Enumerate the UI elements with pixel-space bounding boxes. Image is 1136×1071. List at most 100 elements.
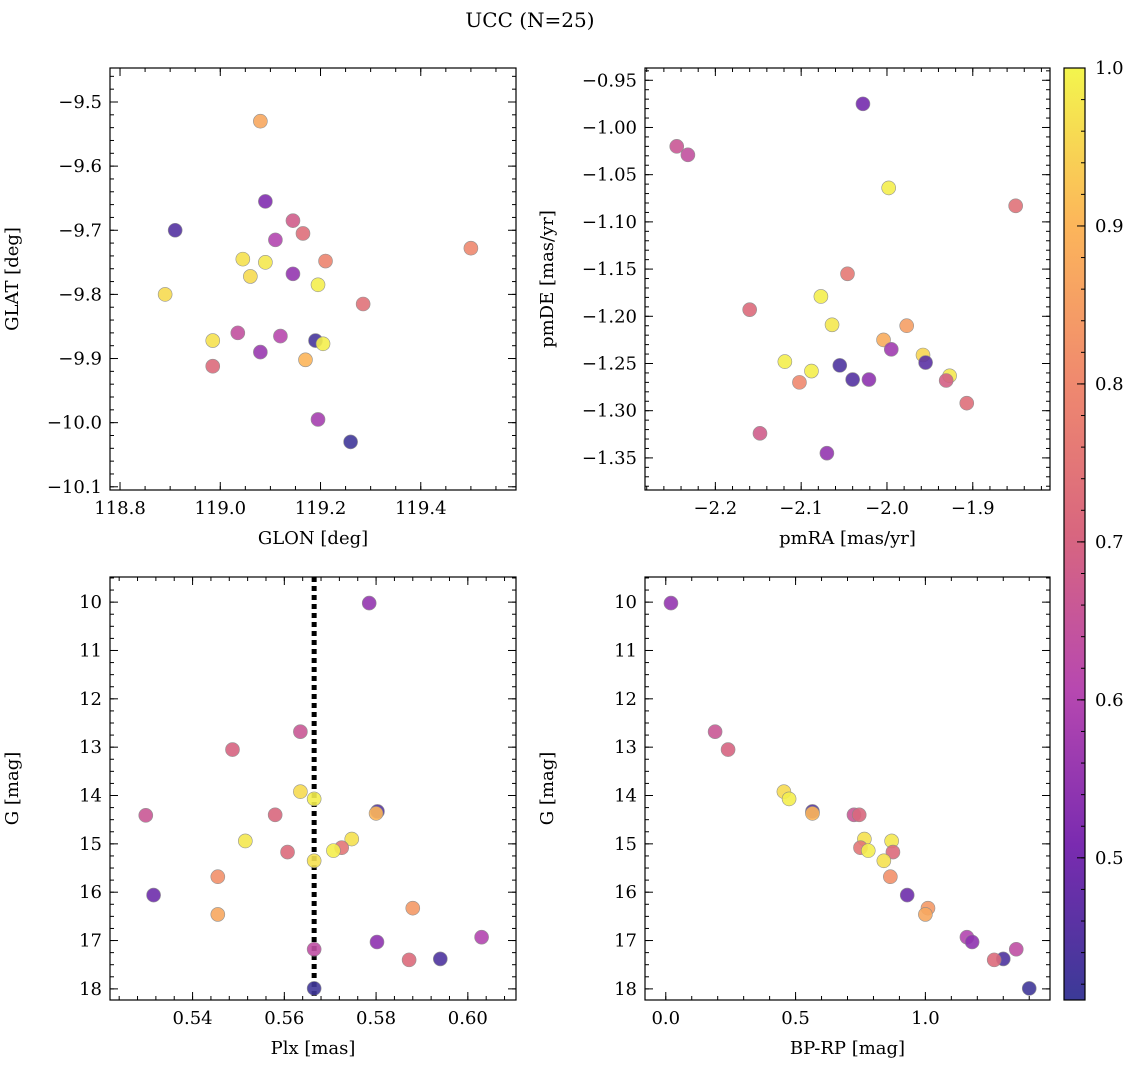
x-tick-label: −2.2 [694,498,738,519]
y-tick-label: −1.35 [582,448,637,469]
x-tick-label: 119.0 [195,498,247,519]
data-point [813,289,829,304]
data-point [146,887,161,903]
data-point [295,226,311,241]
panel-3: 0.54 0.56 0.58 0.60 10 11 12 13 14 15 16 17 18 Plx [m… [2,576,517,1059]
colorbar-tick-label: 0.9 [1095,216,1124,237]
y-tick-label: 10 [79,592,102,613]
data-point [752,426,768,441]
data-point [293,784,308,799]
y-tick-label: 12 [614,689,637,710]
data-point [306,981,322,996]
y-tick-label: −1.30 [582,401,637,422]
data-point [205,333,221,348]
plot-frame [109,67,517,491]
data-point [777,354,793,369]
x-axis-label: GLON [deg] [258,528,368,549]
data-point [157,287,173,302]
y-tick-label: −10.0 [47,413,102,434]
x-axis-label: BP-RP [mag] [790,1038,905,1059]
data-point [918,355,933,370]
data-point [885,844,901,860]
x-axis-label: Plx [mas] [271,1038,356,1059]
data-point [876,853,892,869]
data-point [742,302,757,317]
y-axis-label: G [mag] [537,752,558,825]
data-point [273,328,288,344]
panel-2: −2.2 −2.1 −2.0 −1.9 −0.95 −1.00 −1.05 −1.10 −1.1… [537,67,1051,549]
data-point [355,296,371,312]
data-point [243,269,258,284]
colorbar-tick-label: 0.5 [1095,848,1124,869]
panel-1: 118.8 119.0 119.2 119.4 −9.5 −9.6 −9.7 −9.8 −9.9… [2,67,517,549]
y-tick-label: −1.25 [582,353,637,374]
panels: 118.8 119.0 119.2 119.4 −9.5 −9.6 −9.7 −9.8 −9.9… [2,67,1051,1059]
data-point [167,222,183,238]
data-point [293,724,308,739]
colorbar-tick-label: 1.0 [1095,58,1124,79]
x-tick-label: 0.56 [264,1008,304,1029]
data-point [824,317,840,333]
colorbar: 0.5 0.6 0.7 0.8 0.9 1.0 [1063,58,1124,1001]
data-point [253,344,268,360]
x-tick-label: −2.0 [865,498,909,519]
data-point [369,934,385,950]
data-point [938,373,954,388]
data-point [804,363,819,379]
y-tick-label: −9.6 [58,156,102,177]
y-tick-label: 16 [79,882,102,903]
data-point [1008,941,1024,957]
y-tick-label: 10 [614,592,637,613]
x-tick-label: 0.0 [651,1008,680,1029]
plot-frame [644,67,1051,491]
data-point [405,900,421,916]
y-tick-label: 11 [614,640,637,661]
data-point [663,595,679,611]
y-tick-label: −9.5 [58,92,102,113]
data-point [1008,198,1023,214]
y-tick-label: 13 [79,737,102,758]
plot-frame [644,576,1051,1001]
y-tick-label: 13 [614,737,637,758]
data-point [819,445,835,461]
x-tick-label: 0.5 [781,1008,810,1029]
y-tick-label: −0.95 [582,70,637,91]
x-tick-label: 119.2 [295,498,347,519]
y-tick-label: 18 [614,979,637,1000]
data-point [860,843,876,858]
data-point [781,791,797,807]
data-point [720,742,736,757]
data-point [318,253,333,269]
data-point [344,831,360,847]
data-point [238,833,253,849]
data-point [267,807,283,823]
y-axis-label: GLAT [deg] [2,227,23,331]
y-tick-label: 18 [79,979,102,1000]
figure-title: UCC (N=25) [465,8,594,32]
data-point [210,869,226,885]
data-point [285,213,301,228]
x-tick-label: 0.54 [173,1008,213,1029]
y-tick-label: −1.00 [582,117,637,138]
y-axis-label: G [mag] [2,752,23,825]
data-point [899,318,915,334]
data-point [230,325,246,341]
data-point [964,934,980,950]
y-tick-label: 14 [614,786,637,807]
data-point [368,806,384,821]
y-axis-label: pmDE [mas/yr] [537,210,558,348]
y-tick-label: 15 [79,834,102,855]
y-tick-label: 16 [614,882,637,903]
data-point [918,907,933,922]
data-point [258,194,273,209]
data-point [805,806,820,821]
data-point [225,742,240,757]
data-point [310,412,326,427]
data-point [861,372,877,387]
data-point [343,434,358,450]
panel-4: 0.0 0.5 1.0 10 11 12 13 14 15 16 17 18 BP-RP [mag] G … [537,576,1051,1059]
data-point [268,232,283,248]
data-point [280,844,295,860]
data-point [361,595,377,611]
data-point [306,791,322,807]
